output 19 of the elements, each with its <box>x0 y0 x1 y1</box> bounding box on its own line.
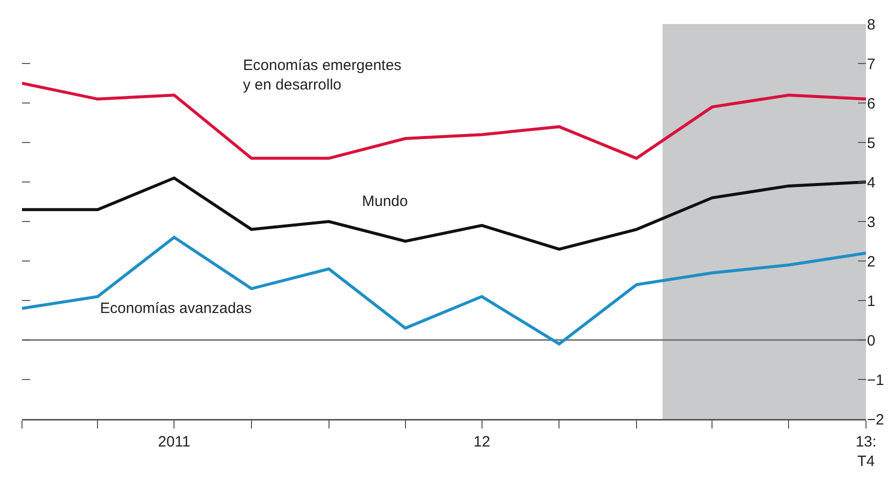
line-series <box>22 236 866 346</box>
y-tick-label: 3 <box>867 214 876 231</box>
y-tick-label: 8 <box>867 16 876 34</box>
y-tick-label: 7 <box>867 56 876 73</box>
x-tick-label: 13: T4 <box>856 434 876 470</box>
x-tick-label: 2011 <box>158 434 190 450</box>
y-tick-label: 1 <box>867 292 876 310</box>
y-tick-label: 6 <box>867 95 876 112</box>
y-tick-label: 4 <box>867 174 876 192</box>
line-series <box>22 176 866 251</box>
y-tick-label: 2 <box>867 253 876 270</box>
series-label: Economías avanzadas <box>100 300 252 317</box>
y-tick-label: 0 <box>867 332 876 350</box>
series-label: Mundo <box>362 193 408 210</box>
x-tick-label: 12 <box>473 434 490 450</box>
y-tick-label: −2 <box>867 411 884 428</box>
y-tick-label: −1 <box>867 372 884 389</box>
text: Economías emergentes y en desarrollo <box>243 57 402 94</box>
y-tick-label: 5 <box>867 134 876 152</box>
